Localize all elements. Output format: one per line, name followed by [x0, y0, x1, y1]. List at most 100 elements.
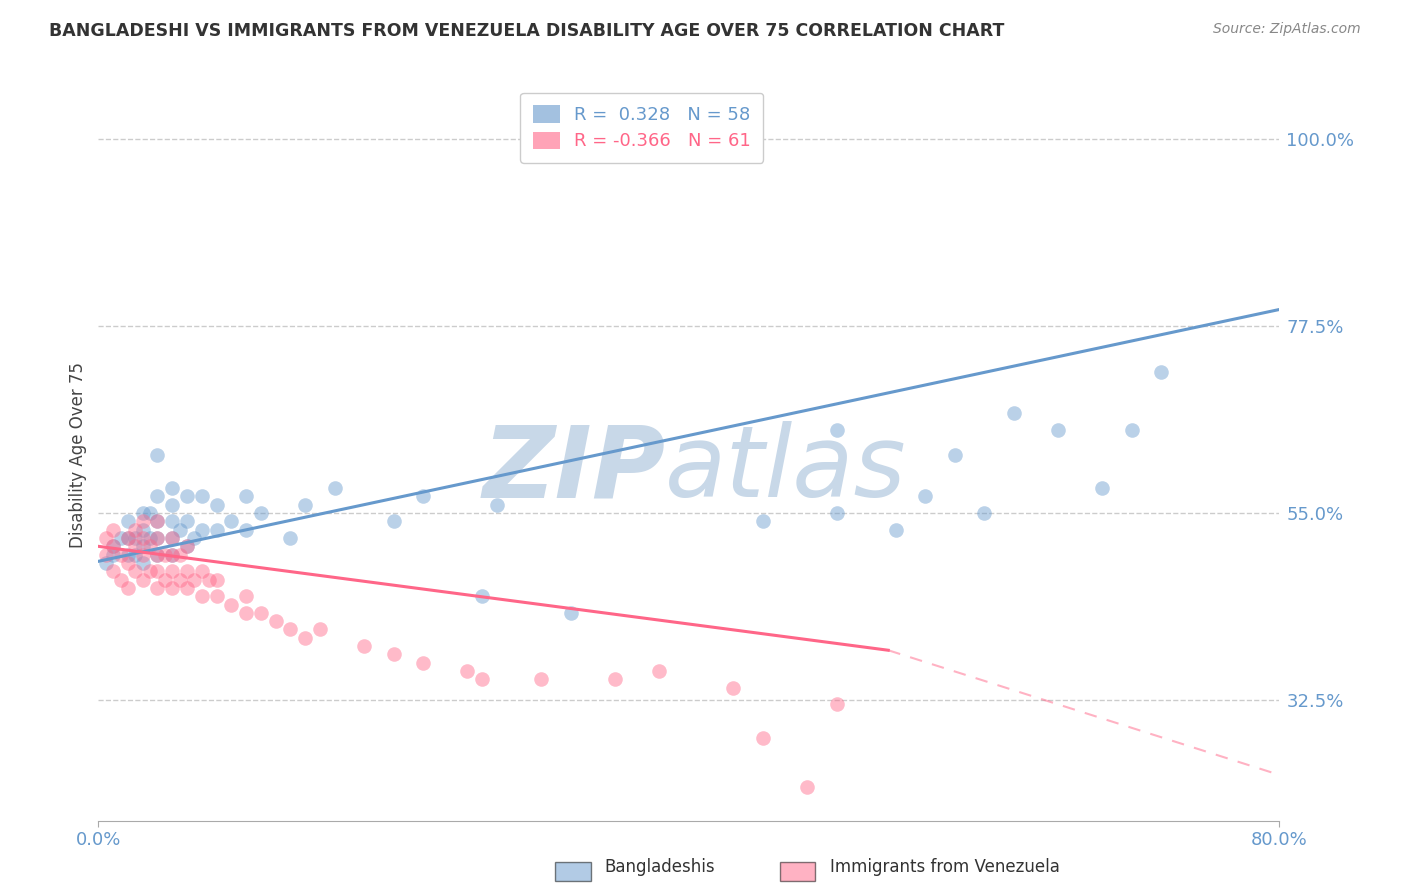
Point	[162, 515, 183, 529]
Point	[560, 606, 582, 620]
Point	[139, 531, 162, 545]
Point	[124, 531, 146, 545]
Y-axis label: Disability Age Over 75: Disability Age Over 75	[69, 362, 87, 548]
Point	[162, 498, 183, 512]
Point	[132, 548, 155, 562]
Point	[176, 581, 198, 595]
Point	[205, 589, 228, 603]
Point	[530, 673, 553, 687]
Point	[117, 515, 139, 529]
Point	[294, 631, 316, 645]
Point	[605, 673, 627, 687]
Point	[169, 548, 191, 562]
Point	[117, 531, 139, 545]
Point	[264, 614, 287, 628]
Point	[752, 515, 775, 529]
Point	[146, 581, 169, 595]
Point	[1150, 365, 1173, 379]
Point	[221, 515, 243, 529]
Point	[723, 681, 745, 695]
Point	[191, 523, 214, 537]
Point	[183, 531, 205, 545]
Point	[132, 573, 155, 587]
Point	[110, 531, 132, 545]
Point	[162, 548, 183, 562]
Point	[117, 531, 139, 545]
Point	[280, 531, 302, 545]
Point	[825, 698, 848, 712]
Point	[382, 515, 405, 529]
Point	[146, 515, 169, 529]
Point	[1091, 481, 1114, 495]
Point	[412, 656, 434, 670]
Point	[752, 731, 775, 745]
Point	[132, 523, 155, 537]
Point	[294, 498, 316, 512]
Point	[914, 490, 936, 504]
Point	[103, 539, 125, 553]
Point	[176, 490, 198, 504]
Point	[103, 564, 125, 578]
Point	[235, 606, 257, 620]
Point	[235, 490, 257, 504]
Point	[162, 531, 183, 545]
Point	[183, 573, 205, 587]
Point	[162, 531, 183, 545]
Point	[146, 448, 169, 462]
Point	[309, 623, 332, 637]
Point	[110, 573, 132, 587]
Text: BANGLADESHI VS IMMIGRANTS FROM VENEZUELA DISABILITY AGE OVER 75 CORRELATION CHAR: BANGLADESHI VS IMMIGRANTS FROM VENEZUELA…	[49, 22, 1004, 40]
Point	[169, 523, 191, 537]
Point	[124, 564, 146, 578]
Text: atlas: atlas	[665, 421, 907, 518]
Point	[191, 490, 214, 504]
Point	[1121, 423, 1143, 437]
Point	[94, 531, 117, 545]
Point	[412, 490, 434, 504]
Point	[205, 523, 228, 537]
Point	[169, 573, 191, 587]
Point	[205, 573, 228, 587]
Point	[176, 539, 198, 553]
Point	[973, 506, 995, 520]
Point	[221, 598, 243, 612]
Point	[117, 581, 139, 595]
Point	[382, 648, 405, 662]
Point	[139, 539, 162, 553]
Point	[471, 673, 494, 687]
Point	[280, 623, 302, 637]
Point	[825, 423, 848, 437]
Point	[235, 523, 257, 537]
Point	[110, 548, 132, 562]
Point	[796, 780, 818, 795]
Point	[176, 539, 198, 553]
Point	[146, 531, 169, 545]
Point	[235, 589, 257, 603]
Point	[146, 548, 169, 562]
Legend: R =  0.328   N = 58, R = -0.366   N = 61: R = 0.328 N = 58, R = -0.366 N = 61	[520, 93, 763, 163]
Point	[162, 564, 183, 578]
Point	[191, 589, 214, 603]
Point	[162, 581, 183, 595]
Point	[648, 664, 671, 678]
Point	[153, 573, 176, 587]
Point	[1002, 406, 1025, 420]
Point	[176, 515, 198, 529]
Point	[250, 506, 273, 520]
Text: Immigrants from Venezuela: Immigrants from Venezuela	[830, 858, 1059, 876]
Point	[146, 515, 169, 529]
Point	[471, 589, 494, 603]
Point	[457, 664, 479, 678]
Point	[162, 548, 183, 562]
Point	[124, 523, 146, 537]
Point	[198, 573, 221, 587]
Point	[943, 448, 966, 462]
Point	[132, 539, 155, 553]
Point	[132, 506, 155, 520]
Point	[146, 531, 169, 545]
Point	[94, 556, 117, 570]
Point	[139, 564, 162, 578]
Point	[146, 548, 169, 562]
Point	[94, 548, 117, 562]
Point	[884, 523, 907, 537]
